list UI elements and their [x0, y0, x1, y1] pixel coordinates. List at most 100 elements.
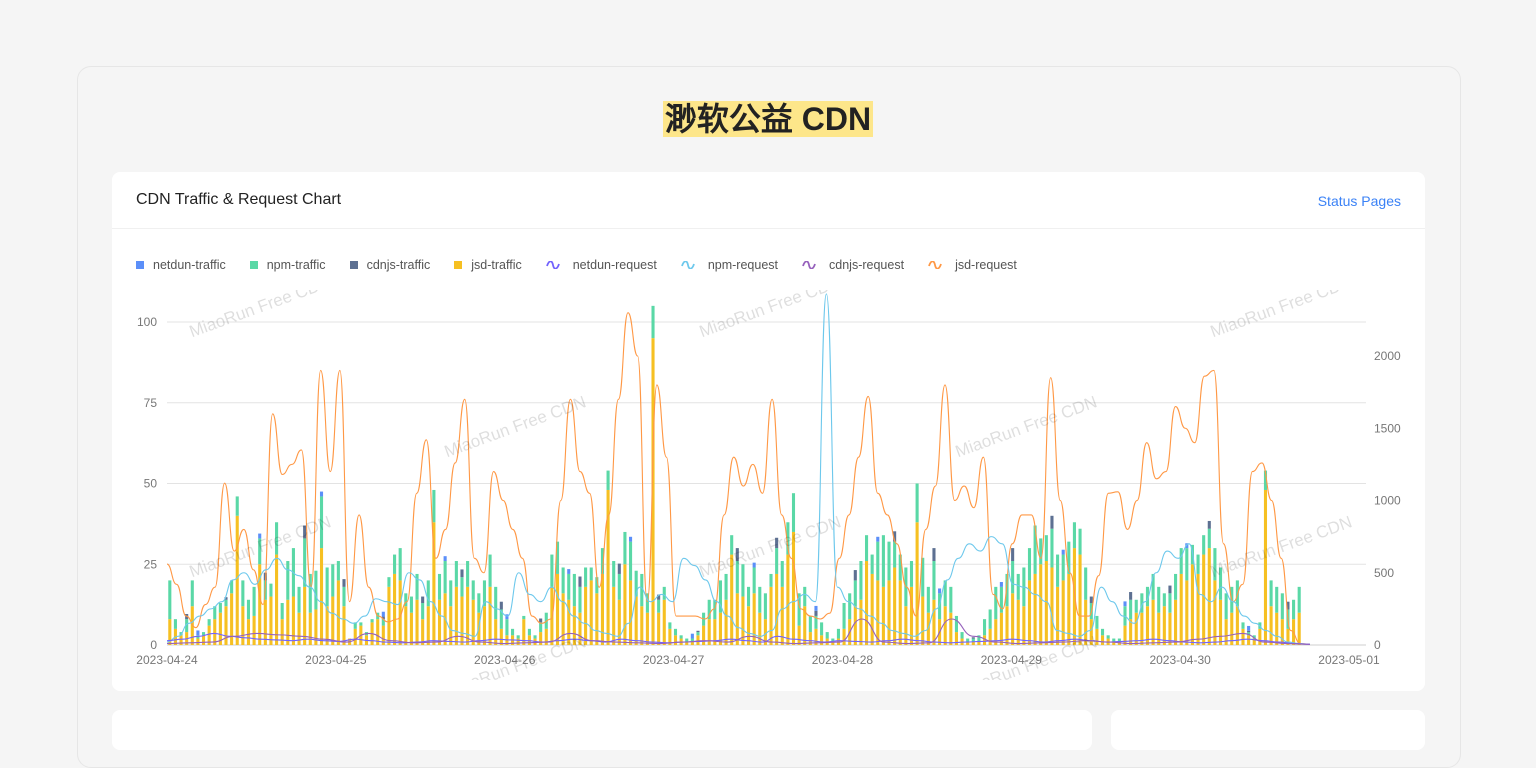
cdnjs-traffic-bar [303, 525, 307, 539]
legend-jsd-request[interactable]: jsd-request [928, 258, 1017, 272]
npm-traffic-bar [533, 635, 537, 639]
jsd-traffic-bar [876, 580, 880, 645]
npm-traffic-bar [303, 538, 307, 587]
y-left-tick-label: 0 [150, 638, 157, 652]
npm-traffic-bar [769, 573, 773, 587]
jsd-traffic-bar [949, 612, 953, 645]
legend-label: netdun-traffic [153, 258, 226, 272]
jsd-traffic-bar [977, 641, 981, 645]
jsd-traffic-bar [1151, 599, 1155, 645]
jsd-traffic-bar [325, 606, 329, 645]
npm-traffic-bar [230, 580, 234, 594]
jsd-traffic-bar [1056, 586, 1060, 645]
npm-traffic-bar [1162, 593, 1166, 607]
jsd-traffic-bar [527, 635, 531, 645]
legend-npm-request[interactable]: npm-request [680, 258, 778, 272]
legend-jsd-traffic[interactable]: jsd-traffic [454, 258, 522, 272]
jsd-traffic-bar [482, 606, 487, 645]
npm-traffic-bar [342, 586, 346, 607]
npm-traffic-bar [516, 635, 520, 639]
npm-traffic-bar [443, 561, 447, 594]
jsd-traffic-bar [561, 593, 565, 645]
npm-traffic-bar [280, 603, 284, 620]
jsd-traffic-bar [994, 619, 998, 645]
jsd-traffic-bar [432, 522, 436, 645]
jsd-traffic-bar [376, 619, 380, 645]
netdun-traffic-bar [752, 562, 756, 568]
npm-traffic-bar [1174, 573, 1178, 600]
npm-traffic-bar [527, 628, 531, 636]
jsd-traffic-bar [466, 586, 470, 645]
jsd-traffic-bar [1168, 612, 1172, 645]
npm-traffic-bar [511, 628, 515, 636]
jsd-traffic-bar [904, 606, 908, 645]
npm-traffic-bar [595, 577, 599, 594]
cdnjs-traffic-bar [1129, 592, 1133, 600]
npm-traffic-bar [1129, 599, 1133, 620]
npm-traffic-bar [1016, 573, 1020, 600]
jsd-traffic-bar [303, 586, 307, 645]
legend-cdnjs-traffic[interactable]: cdnjs-traffic [349, 258, 430, 272]
npm-traffic-bar [634, 570, 638, 597]
npm-traffic-bar [589, 567, 593, 581]
npm-traffic-bar [359, 622, 363, 626]
npm-traffic-bar [820, 622, 824, 636]
npm-traffic-bar [1224, 593, 1228, 620]
jsd-traffic-bar [1190, 564, 1194, 645]
npm-traffic-bar [960, 632, 964, 639]
jsd-traffic-bar [393, 573, 397, 645]
npm-traffic-bar [1179, 548, 1183, 574]
jsd-traffic-bar [331, 596, 335, 645]
cdnjs-traffic-bar [1089, 596, 1093, 604]
npm-traffic-bar [718, 580, 722, 613]
cdnjs-traffic-bar [1050, 515, 1054, 529]
npm-traffic-bar [522, 615, 526, 620]
jsd-traffic-bar [612, 586, 616, 645]
npm-traffic-bar [1263, 470, 1268, 490]
npm-traffic-bar [864, 535, 869, 562]
jsd-traffic-bar [842, 628, 846, 645]
jsd-traffic-bar [1050, 567, 1054, 645]
npm-traffic-bar [258, 538, 262, 565]
legend-label: jsd-traffic [471, 258, 522, 272]
npm-traffic-bar [432, 489, 436, 523]
npm-traffic-bar [909, 561, 914, 587]
npm-traffic-bar [600, 548, 605, 574]
legend-line-marker [680, 261, 695, 269]
jsd-traffic-bar [966, 641, 970, 645]
npm-traffic-bar [567, 573, 571, 600]
jsd-traffic-bar [758, 612, 762, 645]
cdnjs-traffic-bar [539, 618, 543, 623]
legend-cdnjs-request[interactable]: cdnjs-request [802, 258, 904, 272]
jsd-traffic-bar [954, 632, 958, 645]
jsd-traffic-bar [578, 612, 582, 645]
x-tick-label: 2023-04-25 [305, 653, 367, 667]
chart-legend: netdun-traffic npm-traffic cdnjs-traffic js… [136, 258, 1041, 272]
npm-traffic-bar [713, 599, 717, 620]
netdun-traffic-bar [690, 633, 694, 639]
jsd-traffic-bar [1196, 573, 1200, 645]
legend-npm-traffic[interactable]: npm-traffic [249, 258, 326, 272]
npm-traffic-bar [758, 586, 762, 613]
netdun-traffic-bar [629, 536, 633, 542]
npm-traffic-bar [1056, 554, 1060, 587]
jsd-traffic-bar [859, 599, 863, 645]
status-pages-link[interactable]: Status Pages [1317, 193, 1401, 209]
jsd-traffic-bar [1162, 606, 1166, 645]
npm-traffic-bar [1168, 593, 1172, 613]
legend-netdun-request[interactable]: netdun-request [545, 258, 657, 272]
npm-traffic-bar [477, 593, 481, 613]
jsd-traffic-bar [1179, 573, 1183, 645]
jsd-traffic-bar [943, 606, 947, 645]
jsd-traffic-bar [1100, 635, 1105, 645]
jsd-traffic-bar [820, 635, 824, 645]
npm-traffic-bar [471, 580, 475, 600]
legend-netdun-traffic[interactable]: netdun-traffic [136, 258, 226, 272]
npm-traffic-bar [775, 548, 779, 574]
jsd-traffic-bar [544, 628, 548, 645]
npm-traffic-bar [814, 615, 818, 629]
netdun-traffic-bar [319, 491, 324, 497]
npm-traffic-bar [1292, 599, 1296, 620]
npm-traffic-bar [1297, 586, 1301, 613]
npm-traffic-bar [1095, 615, 1099, 629]
